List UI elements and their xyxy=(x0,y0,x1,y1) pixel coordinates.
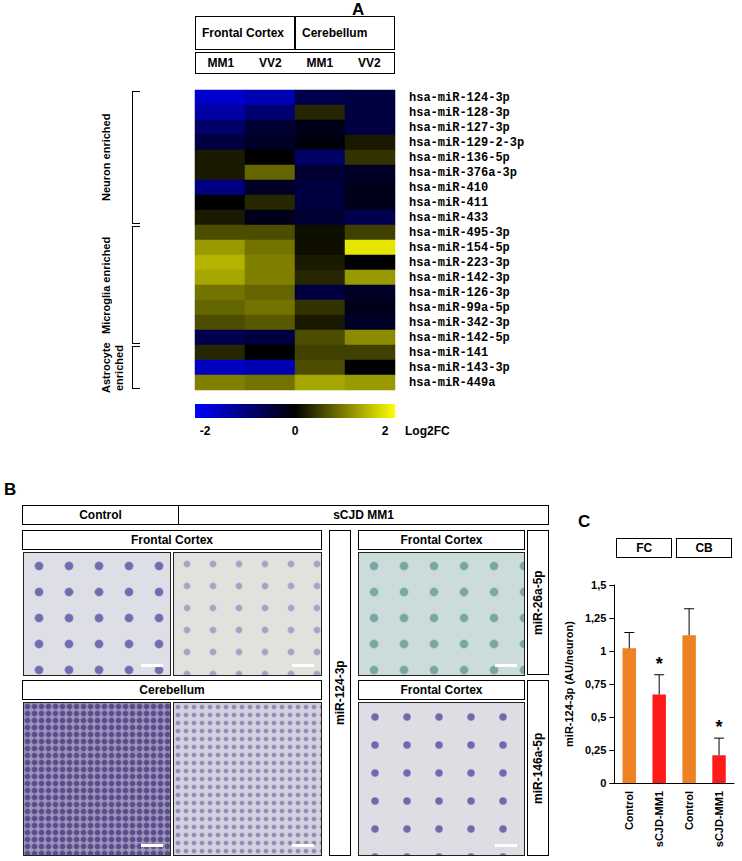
svg-text:hsa-miR-342-3p: hsa-miR-342-3p xyxy=(409,316,510,330)
html-text:Neuron enriched: Neuron enriched xyxy=(100,113,112,202)
svg-text:*: * xyxy=(656,654,663,674)
html-text:Log2FC: Log2FC xyxy=(405,424,450,438)
svg-text:0,25: 0,25 xyxy=(585,744,606,756)
svg-text:sCJD-MM1: sCJD-MM1 xyxy=(653,791,665,847)
html-text:-2: -2 xyxy=(199,424,211,438)
html-text:VV2: VV2 xyxy=(357,56,381,70)
svg-text:1: 1 xyxy=(600,645,606,657)
svg-text:hsa-miR-127-3p: hsa-miR-127-3p xyxy=(409,121,510,135)
svg-text:hsa-miR-136-5p: hsa-miR-136-5p xyxy=(409,151,510,165)
html-text:Frontal Cortex: Frontal Cortex xyxy=(400,533,483,547)
svg-text:1,25: 1,25 xyxy=(585,612,606,624)
html-text:MM1: MM1 xyxy=(306,56,334,70)
svg-text:hsa-miR-410: hsa-miR-410 xyxy=(409,181,488,195)
html-text:Cerebellum: Cerebellum xyxy=(302,26,368,40)
html-text:MM1: MM1 xyxy=(207,56,235,70)
svg-text:0,5: 0,5 xyxy=(591,711,606,723)
html-text:2: 2 xyxy=(381,424,389,438)
svg-text:Control: Control xyxy=(683,791,695,830)
svg-text:hsa-miR-154-5p: hsa-miR-154-5p xyxy=(409,241,510,255)
svg-text:miR-124-3p (AU/neuron): miR-124-3p (AU/neuron) xyxy=(563,621,575,747)
html-text:Cerebellum: Cerebellum xyxy=(139,683,205,697)
html-text:miR-124-3p: miR-124-3p xyxy=(333,660,347,726)
html-text:CB: CB xyxy=(695,541,713,555)
svg-text:*: * xyxy=(716,717,723,737)
svg-text:hsa-miR-142-5p: hsa-miR-142-5p xyxy=(409,331,510,345)
svg-text:hsa-miR-126-3p: hsa-miR-126-3p xyxy=(409,286,510,300)
svg-text:hsa-miR-141: hsa-miR-141 xyxy=(409,346,488,360)
svg-text:hsa-miR-99a-5p: hsa-miR-99a-5p xyxy=(409,301,510,315)
html-text:Frontal Cortex: Frontal Cortex xyxy=(131,533,213,547)
svg-text:hsa-miR-142-3p: hsa-miR-142-3p xyxy=(409,271,510,285)
html-text:Frontal Cortex: Frontal Cortex xyxy=(400,683,483,697)
svg-text:0,75: 0,75 xyxy=(585,678,606,690)
svg-text:hsa-miR-495-3p: hsa-miR-495-3p xyxy=(409,226,510,240)
svg-text:1,5: 1,5 xyxy=(591,579,606,591)
svg-text:hsa-miR-433: hsa-miR-433 xyxy=(409,211,488,225)
html-text:VV2: VV2 xyxy=(258,56,282,70)
html-text:miR-146a-5p: miR-146a-5p xyxy=(531,732,545,804)
html-text:C: C xyxy=(578,512,591,531)
html-text:0: 0 xyxy=(291,424,299,438)
svg-text:hsa-miR-411: hsa-miR-411 xyxy=(409,196,488,210)
svg-text:Control: Control xyxy=(623,791,635,830)
svg-text:hsa-miR-376a-3p: hsa-miR-376a-3p xyxy=(409,166,517,180)
html-text:Microglia enriched: Microglia enriched xyxy=(100,236,112,334)
html-text:A: A xyxy=(352,0,365,19)
svg-text:hsa-miR-128-3p: hsa-miR-128-3p xyxy=(409,106,510,120)
svg-text:hsa-miR-449a: hsa-miR-449a xyxy=(409,376,495,390)
svg-text:hsa-miR-124-3p: hsa-miR-124-3p xyxy=(409,91,510,105)
html-text:FC: FC xyxy=(636,541,653,555)
html-text:Astrocyte enriched: Astrocyte enriched xyxy=(100,342,125,393)
html-text:Control: Control xyxy=(79,508,122,522)
html-text:sCJD MM1: sCJD MM1 xyxy=(333,508,394,522)
svg-text:hsa-miR-223-3p: hsa-miR-223-3p xyxy=(409,256,510,270)
svg-text:hsa-miR-129-2-3p: hsa-miR-129-2-3p xyxy=(409,136,524,150)
html-text:Frontal Cortex: Frontal Cortex xyxy=(202,26,284,40)
svg-text:0: 0 xyxy=(600,777,606,789)
svg-text:sCJD-MM1: sCJD-MM1 xyxy=(713,791,725,847)
svg-text:hsa-miR-143-3p: hsa-miR-143-3p xyxy=(409,361,510,375)
html-text:B: B xyxy=(4,480,17,499)
html-text:miR-26a-5p: miR-26a-5p xyxy=(531,570,545,635)
